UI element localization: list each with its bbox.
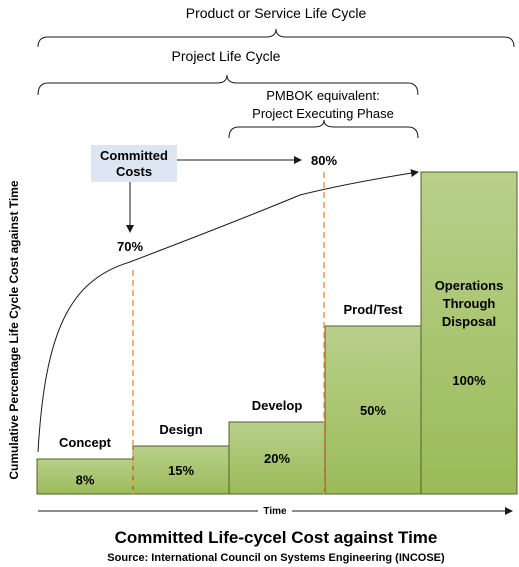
marker-70-label: 70% [117,239,143,254]
chart-title: Committed Life-cycel Cost against Time [115,528,438,547]
category-label: Concept [59,435,112,450]
project-life-cycle-label: Project Life Cycle [172,48,281,64]
project-life-cycle-brace [37,74,419,96]
chart-source: Source: International Council on Systems… [107,552,445,564]
product-life-cycle-brace [37,28,515,48]
pmbok-label-line2: Project Executing Phase [252,106,394,121]
phase-dividers [132,172,325,494]
category-label: Prod/Test [344,302,404,317]
bar-design [132,445,230,495]
pmbok-label-line1: PMBOK equivalent: [266,88,379,103]
value-label: 20% [264,451,290,466]
committed-cost-curve [37,169,419,453]
pmbok-brace [228,119,419,139]
value-label: 8% [76,473,95,488]
y-axis-label: Cumulative Percentage Life Cycle Cost ag… [7,180,21,480]
product-life-cycle-label: Product or Service Life Cycle [186,5,367,21]
value-label: 100% [452,373,486,388]
category-label-1: Operations [435,278,504,293]
value-label: 15% [168,463,194,478]
category-label-2: Through [443,296,496,311]
marker-80-label: 80% [311,153,337,168]
bars-group: Concept 8% Design 15% Develop 20% Prod/Test 50%… [36,171,518,495]
category-label-3: Disposal [442,314,496,329]
bar-develop [228,421,326,495]
value-label: 50% [360,403,386,418]
committed-costs-label-line2: Costs [116,164,152,179]
category-label: Develop [252,398,303,413]
committed-costs-label-line1: Committed [100,148,168,163]
bar-operations-through-disposal [420,171,518,495]
time-axis-label: Time [263,506,287,517]
committed-costs-callout [91,145,177,182]
category-label: Design [159,422,202,437]
